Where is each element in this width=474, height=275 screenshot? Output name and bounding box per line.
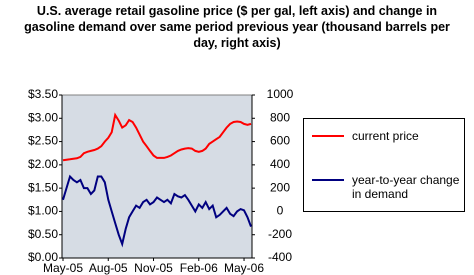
y2-tick-label: 800 <box>270 110 290 124</box>
y-tick-label: $3.50 <box>28 87 58 101</box>
x-tick-label: May-06 <box>224 261 264 275</box>
x-tick-label: Feb-06 <box>180 261 218 275</box>
y-tick-label: $0.50 <box>28 227 58 241</box>
legend-swatch <box>312 135 344 137</box>
y-tick-label: $0.00 <box>28 250 58 264</box>
chart-title: U.S. average retail gasoline price ($ pe… <box>24 4 450 50</box>
series-line <box>62 174 252 248</box>
series-line <box>62 112 252 162</box>
y2-tick-label: 200 <box>270 180 290 194</box>
y2-tick-label: 1000 <box>267 87 294 101</box>
y2-tick-label: -400 <box>268 250 292 264</box>
y-tick-label: $2.00 <box>28 157 58 171</box>
legend-item: year-to-year change in demand <box>304 173 464 201</box>
y-tick-label: $2.50 <box>28 134 58 148</box>
plot-area <box>61 94 253 259</box>
legend-label: current price <box>352 129 419 143</box>
legend-label: year-to-year change in demand <box>352 173 460 201</box>
x-tick-label: May-05 <box>43 261 83 275</box>
y2-tick-label: 600 <box>270 134 290 148</box>
legend: current price year-to-year change in dema… <box>303 118 465 212</box>
x-tick-label: Aug-05 <box>89 261 128 275</box>
legend-item: current price <box>304 129 464 143</box>
y2-tick-label: 0 <box>277 204 284 218</box>
x-tick-label: Nov-05 <box>134 261 173 275</box>
y-tick-label: $1.00 <box>28 204 58 218</box>
y2-tick-label: -200 <box>268 227 292 241</box>
y-tick-label: $3.00 <box>28 110 58 124</box>
y-tick-label: $1.50 <box>28 180 58 194</box>
legend-swatch <box>312 179 344 181</box>
y2-tick-label: 400 <box>270 157 290 171</box>
